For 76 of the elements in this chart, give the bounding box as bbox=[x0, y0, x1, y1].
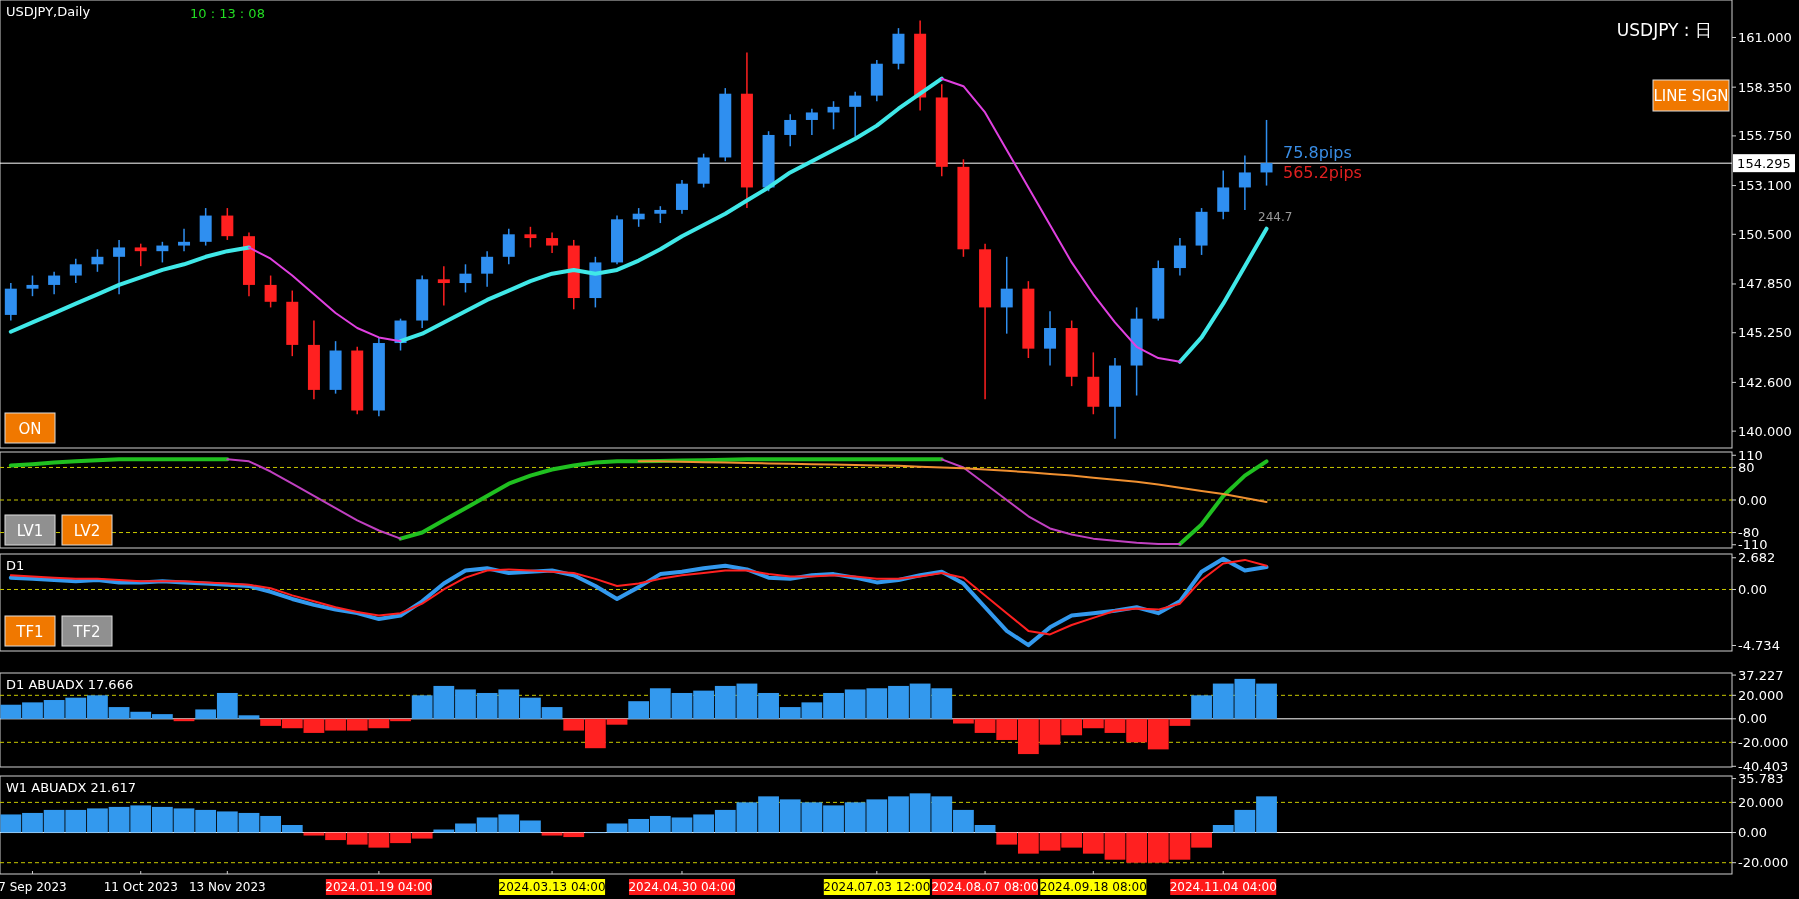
candlestick bbox=[481, 250, 494, 288]
annotation: 10 : 13 : 08 bbox=[190, 6, 265, 21]
annotation: LINE SIGN bbox=[1653, 87, 1729, 105]
y-tick-label: 147.850 bbox=[1738, 276, 1792, 292]
y-tick-label: 20.000 bbox=[1738, 687, 1784, 703]
y-tick-label: 153.100 bbox=[1738, 178, 1792, 194]
candlestick bbox=[784, 113, 797, 147]
candlestick bbox=[69, 257, 82, 284]
candlestick bbox=[48, 271, 61, 296]
candlestick bbox=[1000, 256, 1013, 335]
x-tick-label: 2024.07.03 12:00 bbox=[823, 880, 931, 894]
candlestick bbox=[502, 227, 515, 266]
candlestick bbox=[1173, 237, 1186, 277]
y-tick-label: -4.734 bbox=[1738, 637, 1780, 653]
y-tick-label: 0.00 bbox=[1738, 581, 1767, 597]
y-tick-label: 155.750 bbox=[1738, 128, 1792, 144]
chart-title: D1 ABUADX 17.666 bbox=[6, 677, 134, 692]
y-tick-label: 20.000 bbox=[1738, 794, 1784, 810]
candlestick bbox=[178, 227, 191, 252]
annotation: 565.2pips bbox=[1283, 163, 1362, 182]
annotation: TF2 bbox=[72, 622, 101, 641]
x-tick-label: 2024.04.30 04:00 bbox=[628, 880, 736, 894]
candlestick bbox=[1238, 154, 1251, 211]
candlestick bbox=[632, 207, 645, 228]
x-tick-label: 2024.08.07 08:00 bbox=[931, 880, 1039, 894]
y-tick-label: 140.000 bbox=[1738, 423, 1792, 439]
y-tick-label: 35.783 bbox=[1738, 771, 1784, 787]
candlestick bbox=[524, 226, 537, 249]
x-tick-label: 2024.03.13 04:00 bbox=[498, 880, 606, 894]
y-tick-label: -20.000 bbox=[1738, 855, 1789, 871]
annotation: USDJPY : 日 bbox=[1616, 20, 1712, 40]
annotation: LV1 bbox=[16, 521, 44, 540]
y-tick-label: 0.00 bbox=[1738, 492, 1767, 508]
annotation: LV2 bbox=[73, 521, 101, 540]
chart-title: USDJPY,Daily bbox=[6, 4, 91, 19]
y-tick-label: 150.500 bbox=[1738, 226, 1792, 242]
chart-title: W1 ABUADX 21.617 bbox=[6, 780, 137, 795]
candlestick bbox=[1260, 119, 1273, 187]
candlestick bbox=[849, 91, 862, 138]
y-tick-label: 161.000 bbox=[1738, 29, 1792, 45]
candlestick bbox=[827, 100, 840, 131]
candlestick bbox=[437, 265, 450, 307]
candlestick bbox=[113, 239, 126, 296]
line-series bbox=[637, 460, 1268, 504]
candlestick bbox=[264, 274, 277, 309]
annotation: TF1 bbox=[15, 622, 44, 641]
y-tick-label: -40.403 bbox=[1738, 758, 1789, 774]
line-series bbox=[9, 558, 1268, 636]
candlestick bbox=[459, 263, 472, 294]
candlestick bbox=[221, 207, 234, 241]
candlestick bbox=[26, 274, 39, 297]
y-tick-label: 37.227 bbox=[1738, 667, 1784, 683]
x-tick-label: 11 Oct 2023 bbox=[103, 880, 178, 894]
candlestick bbox=[1044, 310, 1057, 367]
y-tick-label: 158.350 bbox=[1738, 79, 1792, 95]
y-tick-label: 145.250 bbox=[1738, 325, 1792, 341]
ref-line-label: 154.295 bbox=[1737, 156, 1791, 172]
x-tick-label: 2024.09.18 08:00 bbox=[1039, 880, 1147, 894]
y-tick-label: 142.600 bbox=[1738, 374, 1792, 390]
candlestick bbox=[134, 242, 147, 267]
annotation: 244.7 bbox=[1258, 210, 1293, 224]
candlestick bbox=[546, 231, 559, 254]
x-tick-label: 2024.01.19 04:00 bbox=[325, 880, 433, 894]
x-tick-label: 2024.11.04 04:00 bbox=[1169, 880, 1277, 894]
y-tick-label: 0.00 bbox=[1738, 711, 1767, 727]
candlestick bbox=[156, 241, 169, 264]
y-tick-label: 2.682 bbox=[1738, 550, 1776, 566]
y-tick-label: -20.000 bbox=[1738, 734, 1789, 750]
x-tick-label: 13 Nov 2023 bbox=[188, 880, 266, 894]
annotation: ON bbox=[18, 419, 42, 438]
annotation: 75.8pips bbox=[1283, 143, 1352, 162]
y-tick-label: 0.00 bbox=[1738, 825, 1767, 841]
chart-title: D1 bbox=[6, 558, 25, 573]
candlestick bbox=[805, 107, 818, 136]
x-tick-label: 7 Sep 2023 bbox=[0, 880, 67, 894]
candlestick bbox=[91, 248, 104, 273]
